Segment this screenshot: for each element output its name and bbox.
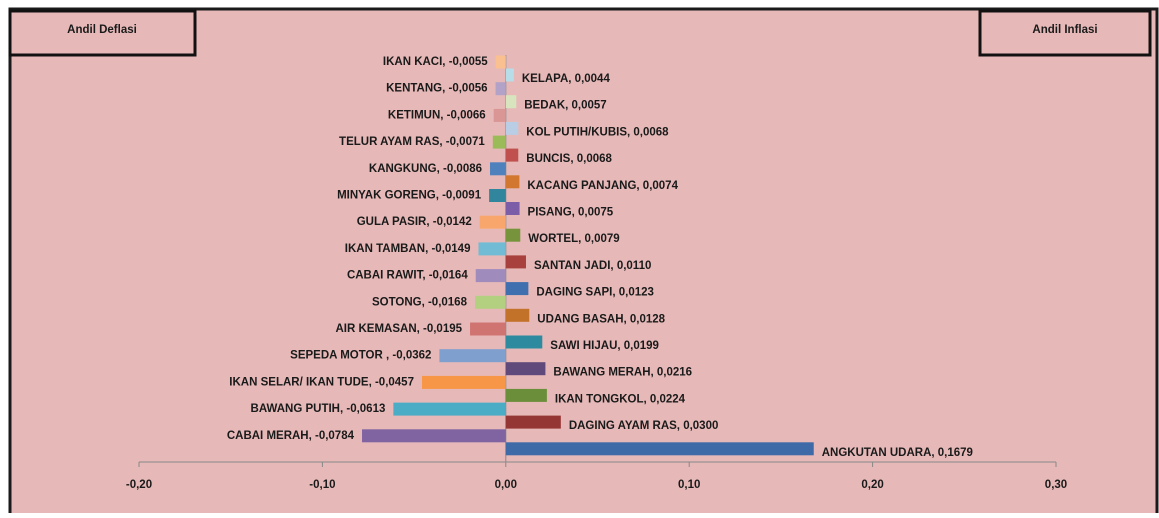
data-label: IKAN SELAR/ IKAN TUDE, -0,0457 [229, 376, 414, 388]
bar [505, 362, 546, 376]
chart-frame [8, 7, 1159, 517]
x-tick-label: 0,20 [861, 479, 883, 491]
data-label: CABAI MERAH, -0,0784 [227, 430, 355, 442]
bar [505, 442, 814, 456]
data-label: TELUR AYAM RAS, -0,0071 [339, 136, 485, 148]
data-label: KOL PUTIH/KUBIS, 0,0068 [526, 126, 669, 138]
data-label: AIR KEMASAN, -0,0195 [335, 323, 462, 335]
bar [439, 349, 506, 363]
data-label: CABAI RAWIT, -0,0164 [347, 270, 468, 282]
annotation-box [8, 9, 197, 57]
bar [495, 55, 506, 69]
bar [505, 255, 526, 269]
data-label: KETIMUN, -0,0066 [388, 109, 486, 121]
bar [478, 242, 506, 256]
bar [492, 135, 506, 149]
bar [489, 189, 506, 202]
data-label: SANTAN JADI, 0,0110 [534, 260, 651, 272]
data-label: IKAN TONGKOL, 0,0224 [555, 393, 686, 405]
bar [393, 402, 506, 416]
bar [505, 388, 547, 402]
bar [475, 269, 506, 283]
data-label: UDANG BASAH, 0,0128 [537, 313, 665, 325]
bar [505, 175, 520, 189]
data-label: GULA PASIR, -0,0142 [357, 216, 472, 228]
bar [493, 108, 506, 122]
bar [495, 82, 506, 96]
data-label: SOTONG, -0,0168 [372, 296, 468, 308]
data-label: ANGKUTAN UDARA, 0,1679 [822, 447, 973, 459]
data-label: BAWANG MERAH, 0,0216 [553, 367, 692, 379]
annotation-box [978, 9, 1152, 57]
data-label: KENTANG, -0,0056 [386, 83, 487, 95]
data-label: PISANG, 0,0075 [528, 207, 614, 219]
bar [505, 121, 519, 135]
data-label: KELAPA, 0,0044 [522, 73, 611, 85]
bar [490, 162, 506, 176]
annotation: Andil Inflasi [1032, 24, 1097, 36]
bar [474, 295, 506, 309]
bar [505, 415, 561, 429]
bar [470, 322, 506, 336]
bar [505, 335, 543, 349]
x-tick-label: 0,00 [495, 479, 517, 491]
data-label: BUNCIS, 0,0068 [526, 153, 612, 165]
data-label: BAWANG PUTIH, -0,0613 [251, 403, 386, 415]
x-tick-label: -0,10 [309, 479, 335, 491]
data-label: DAGING SAPI, 0,0123 [536, 287, 654, 299]
data-label: SEPEDA MOTOR , -0,0362 [290, 350, 431, 362]
data-label: KACANG PANJANG, 0,0074 [527, 180, 678, 192]
bar [421, 375, 506, 389]
bar [479, 215, 506, 229]
x-tick-label: -0,20 [126, 479, 152, 491]
x-tick-label: 0,10 [678, 479, 700, 491]
bar [505, 228, 521, 242]
annotation: Andil Deflasi [67, 24, 137, 36]
bar [505, 282, 529, 296]
bar [505, 308, 530, 322]
bar [505, 95, 517, 109]
bar [362, 429, 506, 443]
bar [505, 202, 520, 215]
bar [505, 68, 514, 82]
data-label: BEDAK, 0,0057 [524, 100, 606, 112]
data-label: SAWI HIJAU, 0,0199 [550, 340, 659, 352]
data-label: WORTEL, 0,0079 [528, 233, 619, 245]
data-label: IKAN TAMBAN, -0,0149 [345, 243, 471, 255]
data-label: MINYAK GORENG, -0,0091 [337, 190, 482, 202]
bar [505, 148, 519, 162]
data-label: IKAN KACI, -0,0055 [383, 56, 488, 68]
x-tick-label: 0,30 [1045, 479, 1067, 491]
data-label: DAGING AYAM RAS, 0,0300 [569, 420, 719, 432]
data-label: KANGKUNG, -0,0086 [369, 163, 482, 175]
